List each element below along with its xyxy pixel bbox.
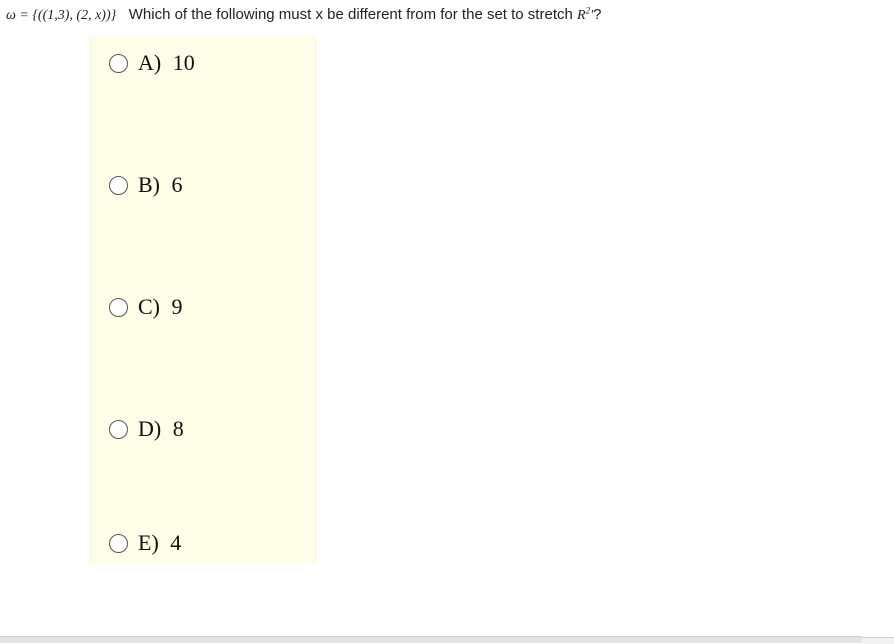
option-value: 10 xyxy=(173,50,195,75)
option-letter: A) xyxy=(138,50,161,75)
question-mark: ? xyxy=(593,6,601,23)
question-text: ω = {((1,3), (2, x))} Which of the follo… xyxy=(0,0,894,36)
radio-icon[interactable] xyxy=(109,298,128,317)
scrollbar-track[interactable] xyxy=(0,636,862,643)
radio-icon[interactable] xyxy=(109,176,128,195)
option-label: B) 6 xyxy=(138,172,183,198)
option-value: 4 xyxy=(170,530,181,555)
option-letter: E) xyxy=(138,530,159,555)
option-value: 6 xyxy=(172,172,183,197)
option-c[interactable]: C) 9 xyxy=(91,280,315,402)
set-expression: ω = {((1,3), (2, x))} xyxy=(6,8,116,23)
option-value: 8 xyxy=(173,416,184,441)
options-container: A) 10 B) 6 C) 9 D) 8 E) 4 xyxy=(90,36,316,564)
option-label: E) 4 xyxy=(138,530,181,556)
option-a[interactable]: A) 10 xyxy=(91,36,315,158)
radio-icon[interactable] xyxy=(109,534,128,553)
option-e[interactable]: E) 4 xyxy=(91,524,315,564)
question-body: Which of the following must x be differe… xyxy=(129,6,573,23)
option-letter: B) xyxy=(138,172,160,197)
radio-icon[interactable] xyxy=(109,420,128,439)
option-value: 9 xyxy=(172,294,183,319)
option-letter: D) xyxy=(138,416,161,441)
option-label: A) 10 xyxy=(138,50,195,76)
option-letter: C) xyxy=(138,294,160,319)
option-b[interactable]: B) 6 xyxy=(91,158,315,280)
radio-icon[interactable] xyxy=(109,54,128,73)
option-label: C) 9 xyxy=(138,294,183,320)
option-d[interactable]: D) 8 xyxy=(91,402,315,524)
option-label: D) 8 xyxy=(138,416,184,442)
space-symbol: R2' xyxy=(577,8,593,23)
